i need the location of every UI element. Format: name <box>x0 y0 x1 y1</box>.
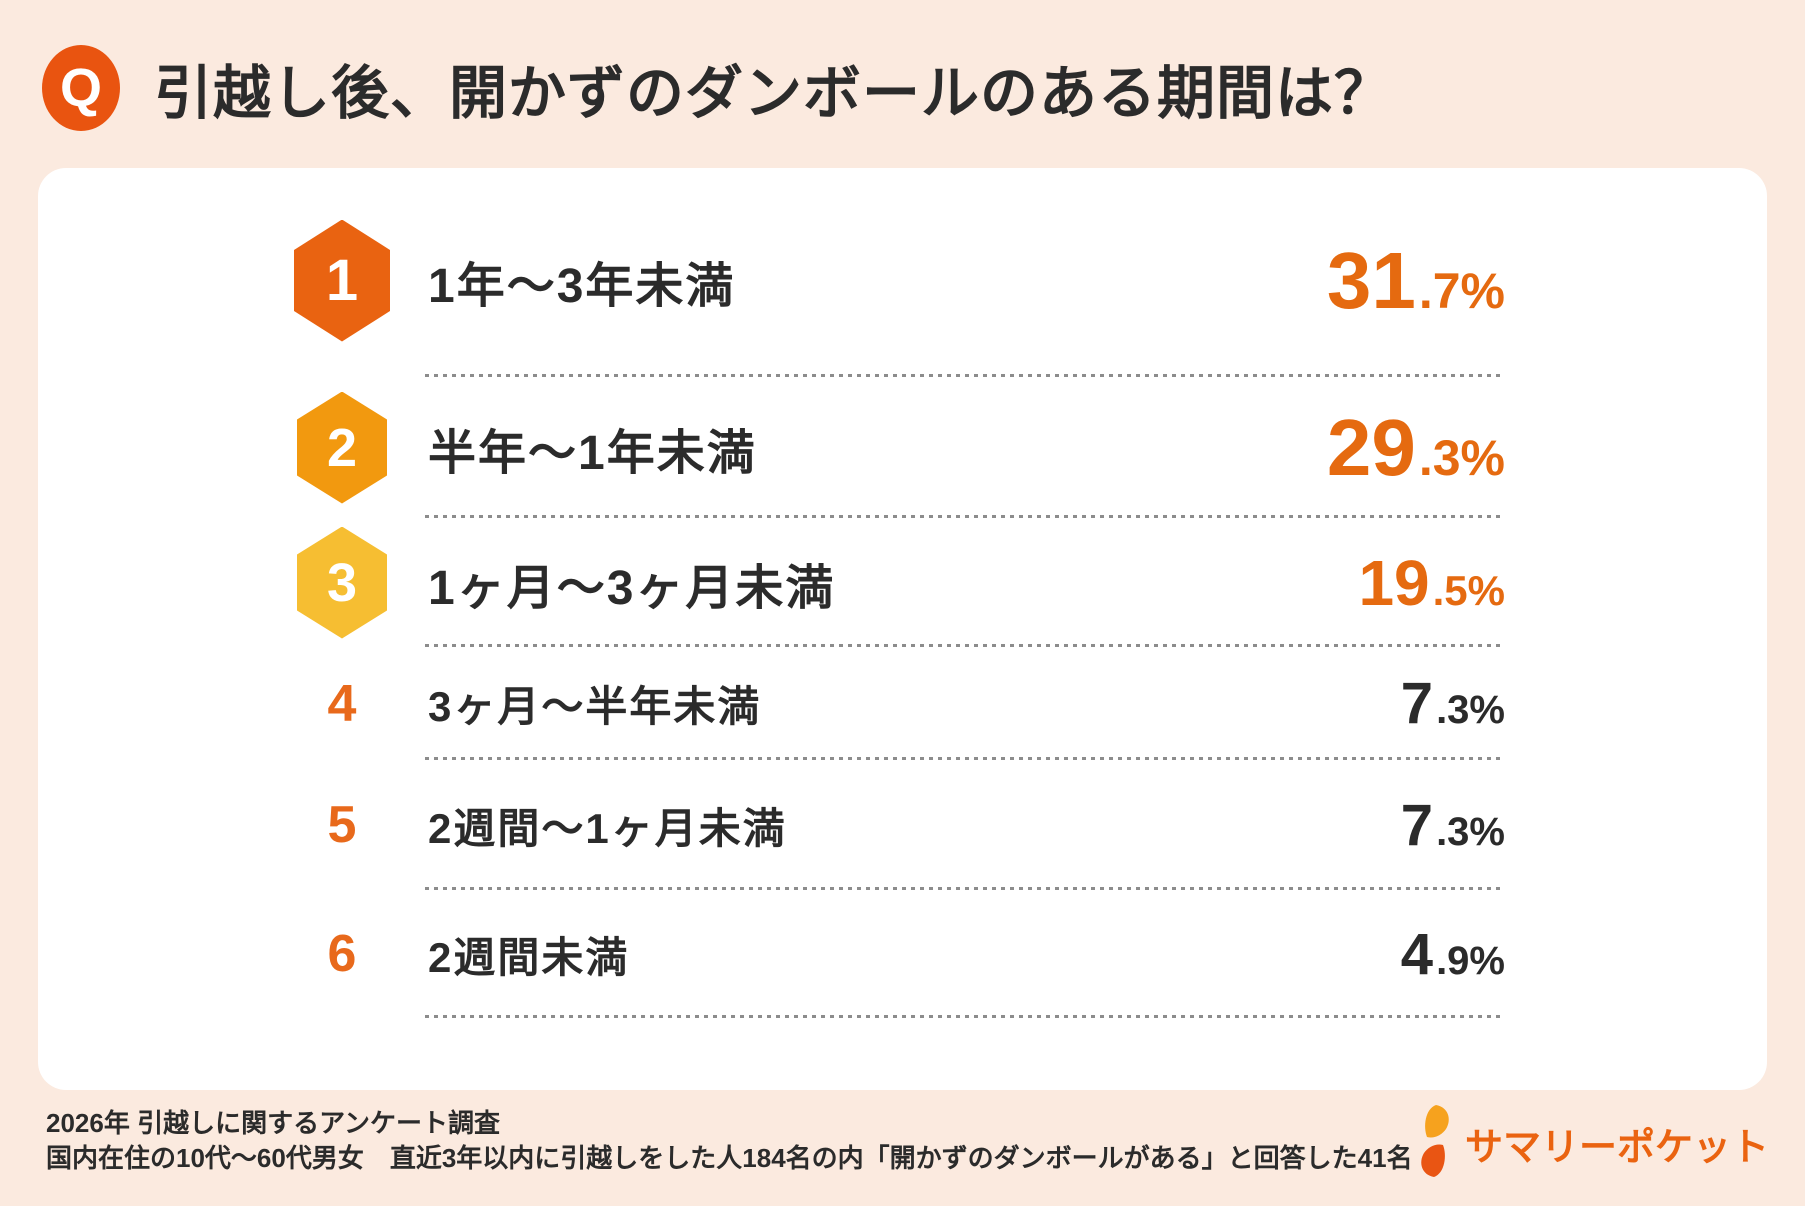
brand-logo-icon <box>1415 1102 1455 1185</box>
percent-fraction: .5% <box>1432 566 1505 614</box>
dotted-separator <box>425 374 1505 377</box>
answer-label: 1年～3年未満 <box>428 259 736 313</box>
ranking-row-6: 6 2週間未満 4 .9% <box>38 890 1767 1018</box>
ranking-row-4: 4 3ヶ月～半年未満 7 .3% <box>38 647 1767 760</box>
survey-footnote-line1: 2026年 引越しに関するアンケート調査 <box>46 1108 501 1138</box>
percent-value: 7 .3% <box>1401 792 1505 859</box>
rank-column: 5 <box>286 795 398 855</box>
percent-integer: 19 <box>1358 546 1430 619</box>
percent-fraction: .3% <box>1436 809 1505 854</box>
rank-number: 5 <box>327 796 357 854</box>
header: Q 引越し後、開かずのダンボールのある期間は？ <box>42 40 1393 136</box>
ranking-row-3: 3 1ヶ月～3ヶ月未満 19 .5% <box>38 518 1767 647</box>
dotted-separator <box>425 1015 1505 1018</box>
rank-column: 6 <box>286 924 398 984</box>
answer-label: 3ヶ月～半年未満 <box>428 683 762 730</box>
percent-integer: 7 <box>1400 792 1434 858</box>
percent-integer: 31 <box>1326 235 1416 325</box>
dotted-separator <box>425 515 1505 518</box>
rank-column: 2 <box>286 391 398 504</box>
rank-number: 1 <box>325 248 359 313</box>
survey-footnote-line2: 国内在住の10代～60代男女 直近3年以内に引越しをした人184名の内「開かずの… <box>46 1143 1413 1173</box>
rank-3-hexagon-badge: 3 <box>297 526 387 639</box>
percent-integer: 29 <box>1326 402 1416 492</box>
percent-value: 4 .9% <box>1401 921 1505 988</box>
rank-2-hexagon-badge: 2 <box>297 391 387 504</box>
percent-value: 31 .7% <box>1327 235 1505 327</box>
rank-column: 3 <box>286 526 398 639</box>
answer-label: 半年～1年未満 <box>428 426 757 480</box>
ranking-row-5: 5 2週間～1ヶ月未満 7 .3% <box>38 760 1767 890</box>
ranking-card: 1 1年～3年未満 31 .7% 2 半年～1年未満 29 .3% <box>38 168 1767 1090</box>
rank-number: 2 <box>326 417 358 478</box>
brand-logo: サマリーポケット <box>1415 1102 1769 1185</box>
rank-number: 3 <box>326 552 358 613</box>
ranking-row-2: 2 半年～1年未満 29 .3% <box>38 377 1767 518</box>
ranking-row-1: 1 1年～3年未満 31 .7% <box>38 168 1767 377</box>
percent-integer: 4 <box>1400 921 1434 987</box>
survey-footnote: 2026年 引越しに関するアンケート調査 国内在住の10代～60代男女 直近3年… <box>46 1106 1413 1176</box>
question-badge-letter: Q <box>59 58 102 118</box>
rank-column: 1 <box>286 219 398 342</box>
percent-fraction: .3% <box>1436 688 1505 732</box>
answer-label: 2週間～1ヶ月未満 <box>428 804 787 852</box>
percent-fraction: .3% <box>1418 429 1505 486</box>
dotted-separator <box>425 644 1505 647</box>
percent-fraction: .9% <box>1436 938 1505 983</box>
brand-logo-text: サマリーポケット <box>1464 1127 1769 1169</box>
dotted-separator <box>425 757 1505 760</box>
percent-integer: 7 <box>1400 671 1434 736</box>
rank-number: 4 <box>327 674 357 733</box>
percent-value: 7 .3% <box>1401 670 1505 737</box>
question-badge: Q <box>42 45 120 131</box>
answer-label: 2週間未満 <box>428 933 630 981</box>
rank-1-hexagon-badge: 1 <box>294 219 390 342</box>
answer-label: 1ヶ月～3ヶ月未満 <box>428 561 836 615</box>
rank-column: 4 <box>286 674 398 734</box>
rank-number: 6 <box>327 925 357 983</box>
page-title: 引越し後、開かずのダンボールのある期間は？ <box>154 61 1394 126</box>
percent-value: 29 .3% <box>1327 402 1505 494</box>
percent-fraction: .7% <box>1418 262 1505 319</box>
percent-value: 19 .5% <box>1358 546 1505 620</box>
dotted-separator <box>425 887 1505 890</box>
